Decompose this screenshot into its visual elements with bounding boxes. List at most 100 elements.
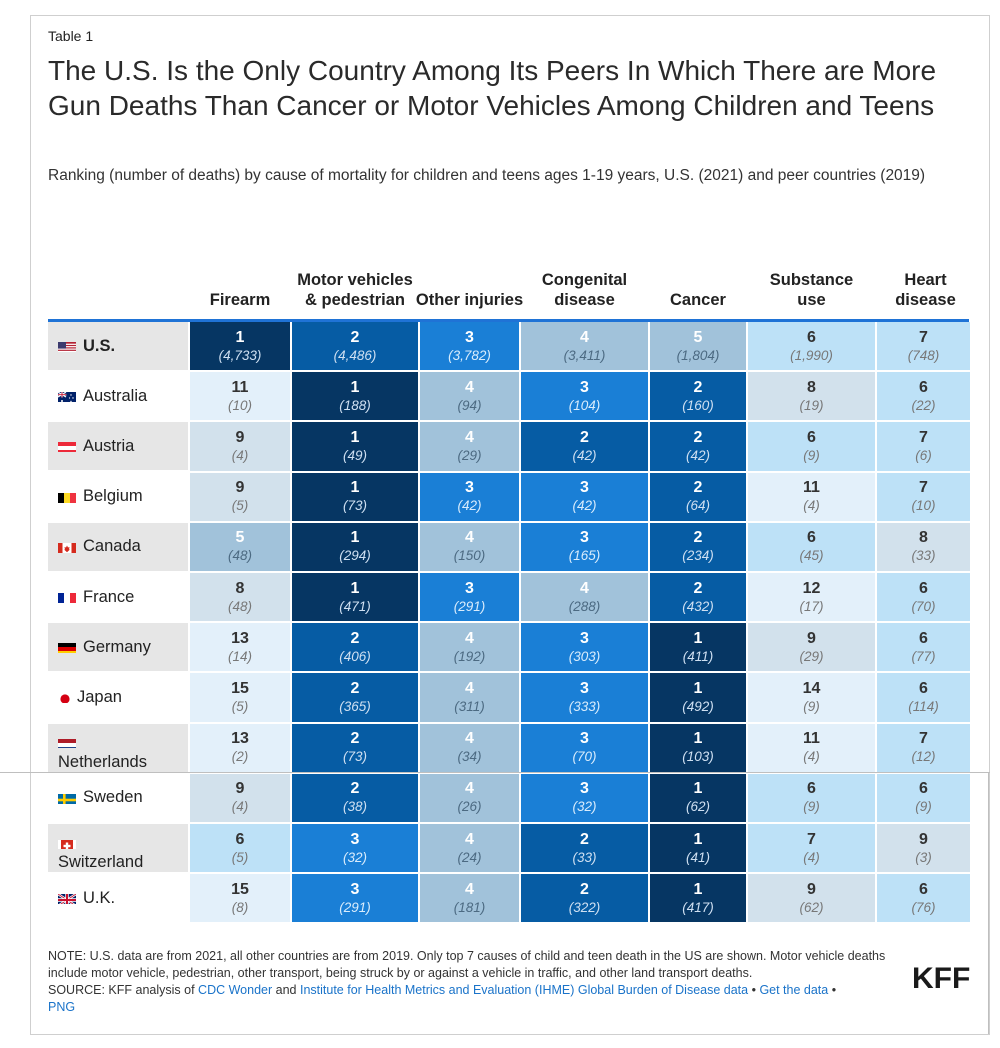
death-count: (62) — [685, 799, 710, 815]
death-count: (94) — [457, 397, 482, 413]
rank-value: 4 — [580, 328, 589, 346]
death-count: (5) — [231, 498, 249, 514]
rank-value: 1 — [693, 629, 703, 647]
rank-value: 1 — [693, 679, 703, 697]
table-cell: 6 (76) — [877, 874, 970, 923]
rank-value: 3 — [350, 830, 360, 848]
death-count: (73) — [342, 749, 367, 765]
table-cell: 9 (4) — [190, 422, 290, 471]
death-count: (411) — [682, 648, 714, 664]
table-cell: 4 (94) — [420, 372, 519, 421]
death-count: (42) — [572, 447, 597, 463]
uk-flag-icon — [58, 892, 76, 905]
column-header: Cancer — [670, 291, 726, 309]
column-header: Motor vehicles & pedestrian — [297, 271, 413, 309]
death-count: (181) — [453, 899, 486, 915]
rank-value: 9 — [235, 780, 245, 798]
death-count: (4,733) — [218, 347, 262, 363]
rank-value: 4 — [465, 378, 474, 396]
table-cell: 8 (33) — [877, 522, 970, 571]
death-count: (64) — [685, 498, 710, 514]
death-count: (42) — [685, 447, 710, 463]
table-cell: 1 (73) — [292, 472, 418, 521]
rank-value: 3 — [465, 479, 474, 497]
rank-value: 8 — [235, 579, 245, 597]
column-header: Substance use — [769, 271, 854, 309]
death-count: (114) — [908, 698, 939, 714]
table-cell: 3 (291) — [420, 573, 519, 622]
death-count: (3) — [915, 849, 932, 865]
death-count: (17) — [799, 598, 824, 614]
rank-value: 2 — [350, 780, 360, 798]
table-cell: 1 (49) — [292, 422, 418, 471]
rank-value: 6 — [807, 428, 816, 446]
rank-value: 12 — [802, 579, 821, 597]
table-cell: 1 (294) — [292, 522, 418, 571]
table-cell: 2 (64) — [650, 472, 746, 521]
png-link[interactable]: PNG — [48, 1000, 76, 1014]
separator: • — [748, 983, 760, 997]
get-data-link[interactable]: Get the data — [759, 983, 829, 997]
death-count: (33) — [911, 548, 936, 564]
rank-value: 5 — [693, 328, 703, 346]
rank-value: 6 — [919, 579, 928, 597]
column-header: Other injuries — [415, 291, 524, 309]
rank-value: 3 — [350, 880, 360, 898]
death-count: (26) — [457, 799, 482, 815]
table-cell: 15 (5) — [190, 673, 290, 722]
rank-value: 2 — [350, 328, 360, 346]
rank-value: 1 — [693, 830, 703, 848]
table-cell: 2 (4,486) — [292, 322, 418, 371]
table-cell: 1 (62) — [650, 773, 746, 822]
table-cell: 1 (103) — [650, 723, 746, 772]
death-count: (8) — [231, 899, 249, 915]
table-cell: 9 (3) — [877, 824, 970, 873]
rank-value: 6 — [919, 780, 928, 798]
country-name: Switzerland — [58, 853, 144, 871]
death-count: (76) — [911, 899, 936, 915]
rank-value: 11 — [803, 479, 820, 497]
table-cell: 9 (5) — [190, 472, 290, 521]
rank-value: 8 — [807, 378, 816, 396]
death-count: (70) — [911, 598, 936, 614]
rank-value: 2 — [693, 529, 703, 547]
death-count: (4) — [803, 498, 820, 514]
rank-value: 3 — [580, 529, 589, 547]
table-cell: 6 (77) — [877, 623, 970, 672]
table-cell: 12 (17) — [748, 573, 875, 622]
table-cell: 9 (4) — [190, 773, 290, 822]
austria-flag-icon — [58, 440, 76, 453]
rank-value: 11 — [803, 730, 820, 748]
death-count: (3,782) — [448, 347, 491, 363]
rank-value: 2 — [580, 880, 589, 898]
ihme-link[interactable]: Institute for Health Metrics and Evaluat… — [299, 983, 749, 997]
rank-value: 4 — [465, 780, 474, 798]
table-cell: 1 (471) — [292, 573, 418, 622]
divider — [988, 772, 989, 1034]
table-cell: 4 (288) — [521, 573, 648, 622]
rank-value: 15 — [231, 679, 249, 697]
cdc-wonder-link[interactable]: CDC Wonder — [198, 983, 273, 997]
rank-value: 2 — [693, 479, 703, 497]
rank-value: 13 — [231, 730, 249, 748]
country-name: Netherlands — [58, 752, 147, 771]
death-count: (303) — [568, 648, 601, 664]
rank-value: 3 — [580, 629, 589, 647]
row-label-canada: Canada — [48, 522, 188, 571]
table-cell: 3 (70) — [521, 723, 648, 772]
death-count: (4) — [231, 447, 249, 463]
rank-value: 4 — [580, 579, 589, 597]
netherlands-flag-icon — [58, 736, 76, 749]
table-cell: 2 (432) — [650, 573, 746, 622]
death-count: (165) — [568, 548, 601, 564]
rank-value: 15 — [231, 880, 249, 898]
death-count: (5) — [231, 698, 249, 714]
death-count: (406) — [339, 648, 371, 664]
table-cell: 3 (333) — [521, 673, 648, 722]
rank-value: 4 — [465, 880, 474, 898]
rank-value: 2 — [693, 378, 703, 396]
rank-value: 6 — [807, 780, 816, 798]
table-label: Table 1 — [48, 28, 94, 44]
death-count: (5) — [231, 849, 249, 865]
death-count: (34) — [457, 749, 482, 765]
